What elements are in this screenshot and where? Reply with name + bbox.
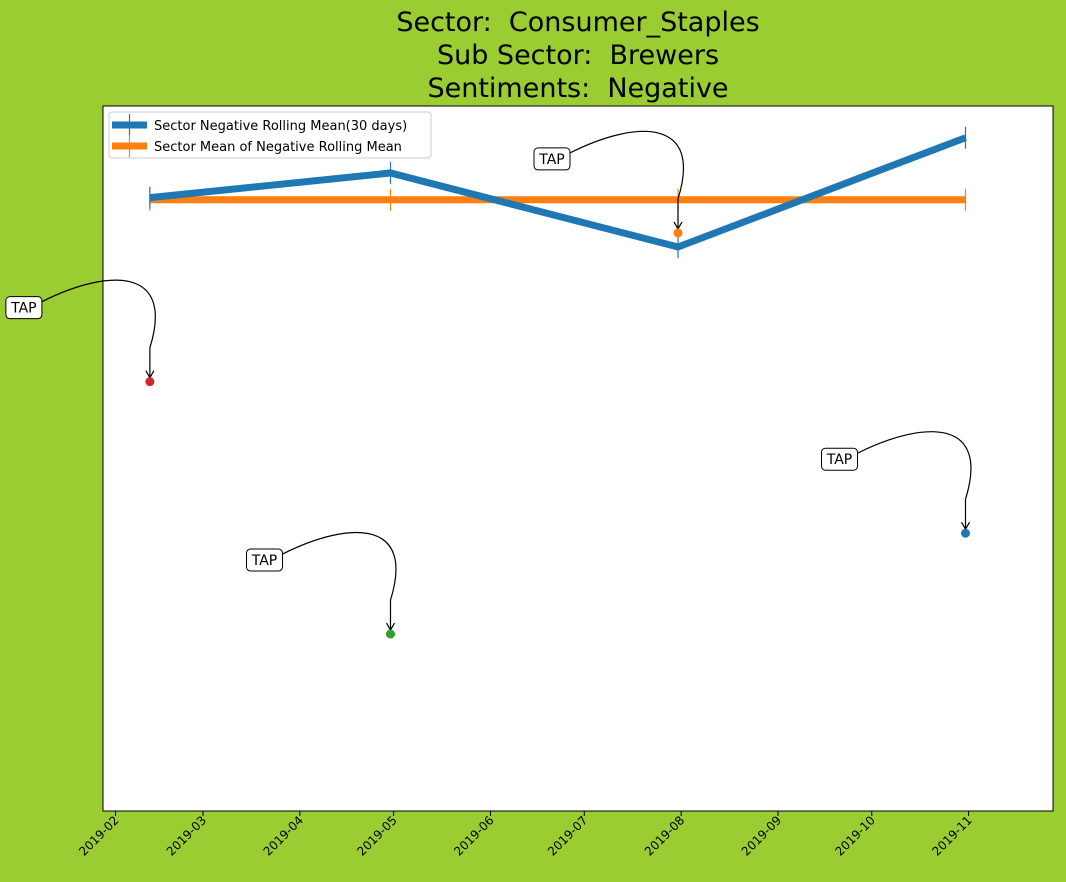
plot-area <box>102 105 1054 812</box>
annotation-label: TAP <box>826 452 852 468</box>
annotation-arrow <box>41 279 156 378</box>
x-tick-label: 2019-07 <box>545 813 590 858</box>
annotation-label-box <box>533 147 571 171</box>
annotation-label: TAP <box>10 301 36 317</box>
data-point <box>673 228 683 238</box>
x-tick-label: 2019-11 <box>929 813 974 858</box>
annotation-label: TAP <box>538 152 564 168</box>
data-point <box>961 528 970 538</box>
annotation-label-box <box>5 296 43 320</box>
annotation-arrow <box>857 431 972 530</box>
legend-label: Sector Negative Rolling Mean(30 days) <box>154 119 407 134</box>
series-layer <box>149 126 967 258</box>
chart-title-line-sub-sector: Sub Sector: Brewers <box>436 40 720 71</box>
x-tick-label: 2019-04 <box>261 813 306 858</box>
x-tick-label: 2019-08 <box>642 813 687 858</box>
legend-box <box>108 111 432 159</box>
x-tick-label: 2019-03 <box>164 813 209 858</box>
data-point <box>145 377 155 387</box>
x-tick-label: 2019-06 <box>451 813 496 858</box>
legend: Sector Negative Rolling Mean(30 days) Sec… <box>108 111 432 159</box>
chart-title: Sector: Consumer_Staples Sub Sector: Bre… <box>0 6 1066 105</box>
x-tick-label: 2019-10 <box>833 813 878 858</box>
rolling-mean-line <box>149 134 967 251</box>
x-tick-label: 2019-02 <box>76 813 121 858</box>
annotation-label: TAP <box>251 553 277 569</box>
x-tick-label: 2019-05 <box>354 813 399 858</box>
chart-title-line-sector: Sector: Consumer_Staples <box>396 7 760 38</box>
annotation-label-box <box>821 447 858 471</box>
x-tick-label: 2019-09 <box>739 813 784 858</box>
annotation-label-box <box>246 548 283 572</box>
annotation-arrow <box>569 130 685 229</box>
x-axis: 2019-02 2019-03 2019-04 2019-05 2019-06 2019-… <box>76 811 975 859</box>
annotation-layer: TAP TAP TAP TAP <box>5 130 972 639</box>
data-point <box>386 629 395 639</box>
annotation-arrow <box>282 531 397 631</box>
legend-label: Sector Mean of Negative Rolling Mean <box>154 140 402 155</box>
chart-title-line-sentiments: Sentiments: Negative <box>427 73 729 104</box>
